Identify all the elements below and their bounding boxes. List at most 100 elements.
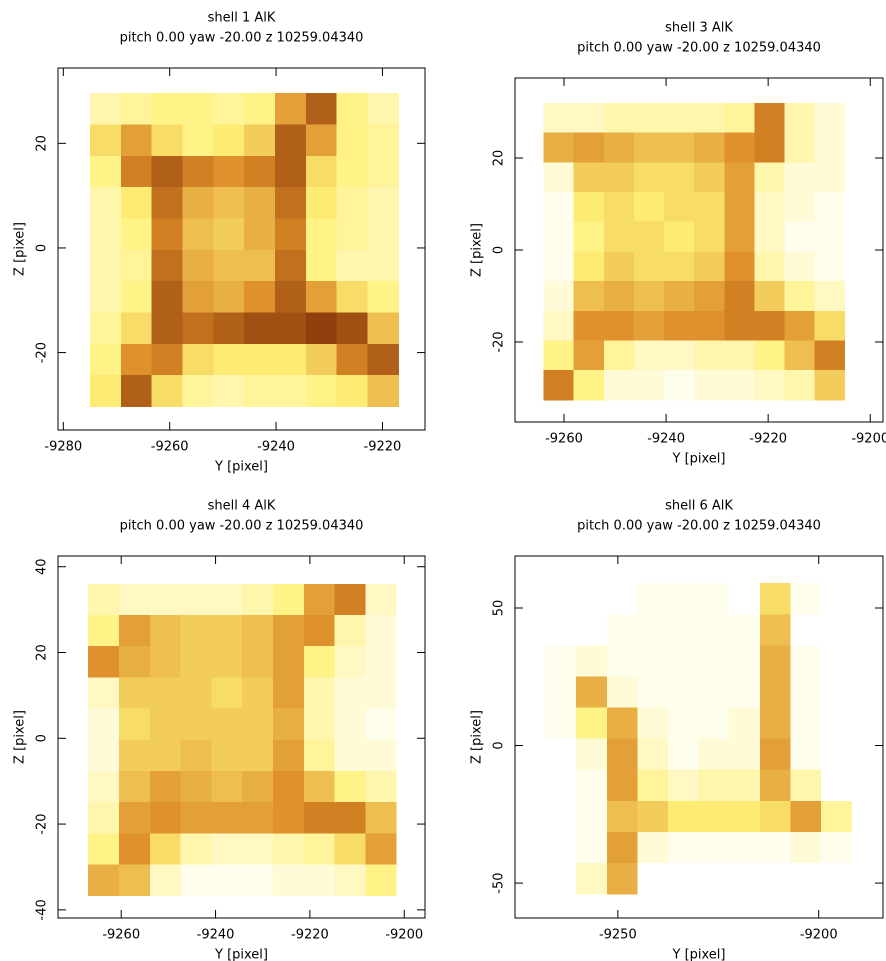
heatmap-cell xyxy=(213,124,245,157)
heatmap-cell xyxy=(334,864,366,897)
heatmap-cell xyxy=(754,102,785,134)
heatmap-cell xyxy=(213,375,245,407)
heatmap-cell xyxy=(784,191,816,223)
heatmap-cell xyxy=(305,281,338,313)
heatmap-cell xyxy=(814,281,846,312)
heatmap-cell xyxy=(698,583,730,615)
chart-title: shell 6 AlK xyxy=(665,499,733,514)
heatmap-cell xyxy=(118,708,151,741)
heatmap-cell xyxy=(576,800,608,833)
heatmap-cell xyxy=(724,102,755,134)
y-axis-label: Z [pixel] xyxy=(13,710,28,764)
x-tick-label: -9240 xyxy=(257,440,295,455)
heatmap-cell xyxy=(754,132,785,163)
heatmap-cell xyxy=(724,251,755,282)
heatmap-cell xyxy=(754,281,785,312)
heatmap-cell xyxy=(365,833,397,866)
y-tick-label: -20 xyxy=(492,331,507,352)
heatmap-cell xyxy=(698,862,730,895)
heatmap-cell xyxy=(545,583,577,615)
heatmap-cell xyxy=(367,343,399,376)
x-tick-label: -9250 xyxy=(599,928,637,943)
heatmap-cell xyxy=(603,310,635,342)
heatmap-cell xyxy=(242,833,274,866)
x-tick-label: -9260 xyxy=(151,440,189,455)
heatmap-cell xyxy=(149,583,182,616)
heatmap-cell xyxy=(367,124,399,157)
heatmap-cell xyxy=(149,708,182,741)
heatmap-cell xyxy=(211,833,243,866)
heatmap-cell xyxy=(367,155,399,188)
heatmap-cell xyxy=(305,218,338,251)
heatmap-cell xyxy=(545,831,577,864)
x-tick-label: -9220 xyxy=(749,432,787,447)
heatmap-cell xyxy=(120,187,153,219)
heatmap-cell xyxy=(303,708,336,741)
heatmap-cell xyxy=(244,281,276,313)
heatmap-cell xyxy=(633,310,665,342)
heatmap-cell xyxy=(603,370,635,401)
heatmap-cell xyxy=(211,770,243,803)
heatmap-cell xyxy=(88,677,120,710)
heatmap-cell xyxy=(698,800,730,833)
heatmap-cell xyxy=(729,831,761,864)
heatmap-cell xyxy=(120,124,153,157)
heatmap-cell xyxy=(275,218,307,251)
heatmap-cell xyxy=(118,802,151,834)
heatmap-cell xyxy=(637,738,669,771)
heatmap-cell xyxy=(303,770,336,803)
heatmap-cell xyxy=(244,249,276,282)
heatmap-cell xyxy=(729,769,761,802)
heatmap-cell xyxy=(242,646,274,678)
heatmap-cell xyxy=(365,739,397,772)
x-axis-label: Y [pixel] xyxy=(214,948,268,961)
heatmap-cell xyxy=(576,738,608,771)
heatmap-cell xyxy=(242,708,274,741)
heatmap-cell xyxy=(759,831,791,864)
heatmap-cell xyxy=(603,340,635,371)
heatmap-cell xyxy=(151,124,183,157)
x-tick-label: -9200 xyxy=(800,928,838,943)
heatmap-cell xyxy=(242,583,274,616)
heatmap-cell xyxy=(543,340,575,371)
heatmap-cell xyxy=(637,769,669,802)
x-axis-label: Y [pixel] xyxy=(672,452,726,467)
y-tick-label: -20 xyxy=(35,813,50,834)
heatmap-cell xyxy=(118,770,151,803)
heatmap-cell xyxy=(242,677,274,710)
heatmap-cell xyxy=(303,646,336,678)
chart-title: shell 3 AlK xyxy=(665,21,733,36)
heatmap-cell xyxy=(667,800,700,833)
heatmap-cell xyxy=(790,800,822,833)
heatmap-cell xyxy=(334,708,366,741)
heatmap-cell xyxy=(118,833,151,866)
heatmap-cell xyxy=(606,583,638,615)
heatmap-cell xyxy=(334,646,366,678)
heatmap-cell xyxy=(182,93,214,125)
heatmap-cell xyxy=(633,281,665,312)
heatmap-cell xyxy=(89,124,122,157)
heatmap-cell xyxy=(694,132,725,163)
chart-subtitle: pitch 0.00 yaw -20.00 z 10259.04340 xyxy=(577,41,821,56)
heatmap-cell xyxy=(367,218,399,251)
heatmap-cell xyxy=(120,281,153,313)
heatmap-cell xyxy=(759,645,791,677)
heatmap-cell xyxy=(576,614,608,646)
heatmap-cell xyxy=(754,251,785,282)
heatmap-cell xyxy=(576,831,608,864)
heatmap-cell xyxy=(667,831,700,864)
heatmap-cell xyxy=(637,676,669,709)
y-tick-label: 20 xyxy=(35,135,50,152)
heatmap-cell xyxy=(89,218,122,251)
x-tick-label: -9240 xyxy=(647,432,685,447)
heatmap-cell xyxy=(151,281,183,313)
y-tick-label: 0 xyxy=(492,246,507,254)
heatmap-cell xyxy=(814,162,846,193)
heatmap-cell xyxy=(275,281,307,313)
heatmap-cell xyxy=(120,249,153,282)
heatmap-cell xyxy=(694,370,725,401)
heatmap-cell xyxy=(606,738,638,771)
heatmap-cell xyxy=(698,645,730,677)
heatmap-cell xyxy=(88,739,120,772)
heatmap-cell xyxy=(814,251,846,282)
